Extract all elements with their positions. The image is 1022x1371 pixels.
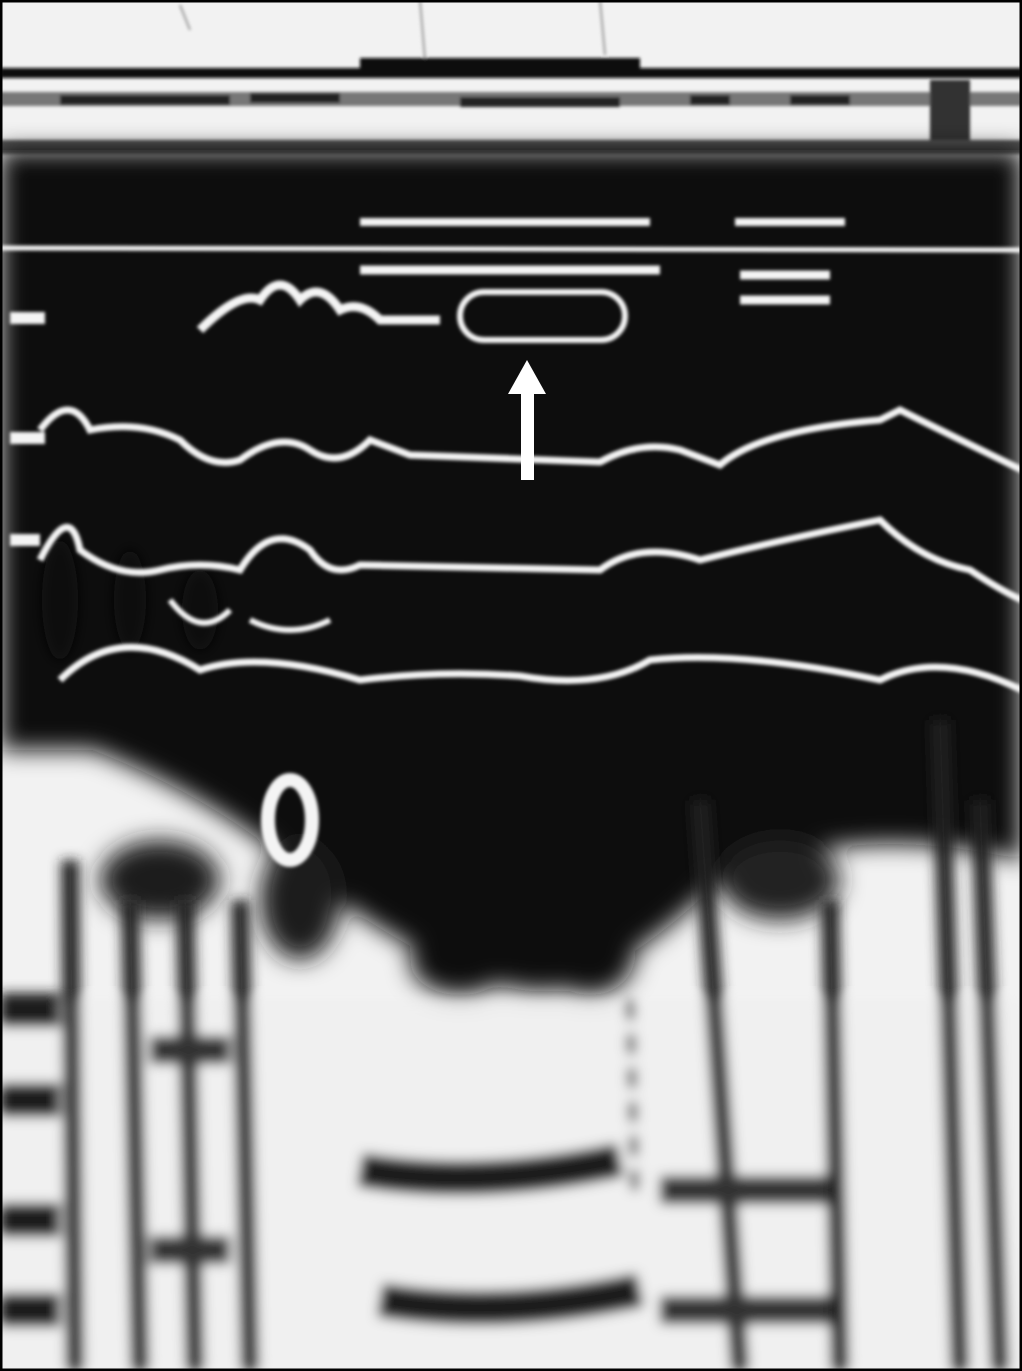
deep-zone [0,540,1022,1371]
reflections [0,218,1022,867]
arrow [508,360,546,480]
